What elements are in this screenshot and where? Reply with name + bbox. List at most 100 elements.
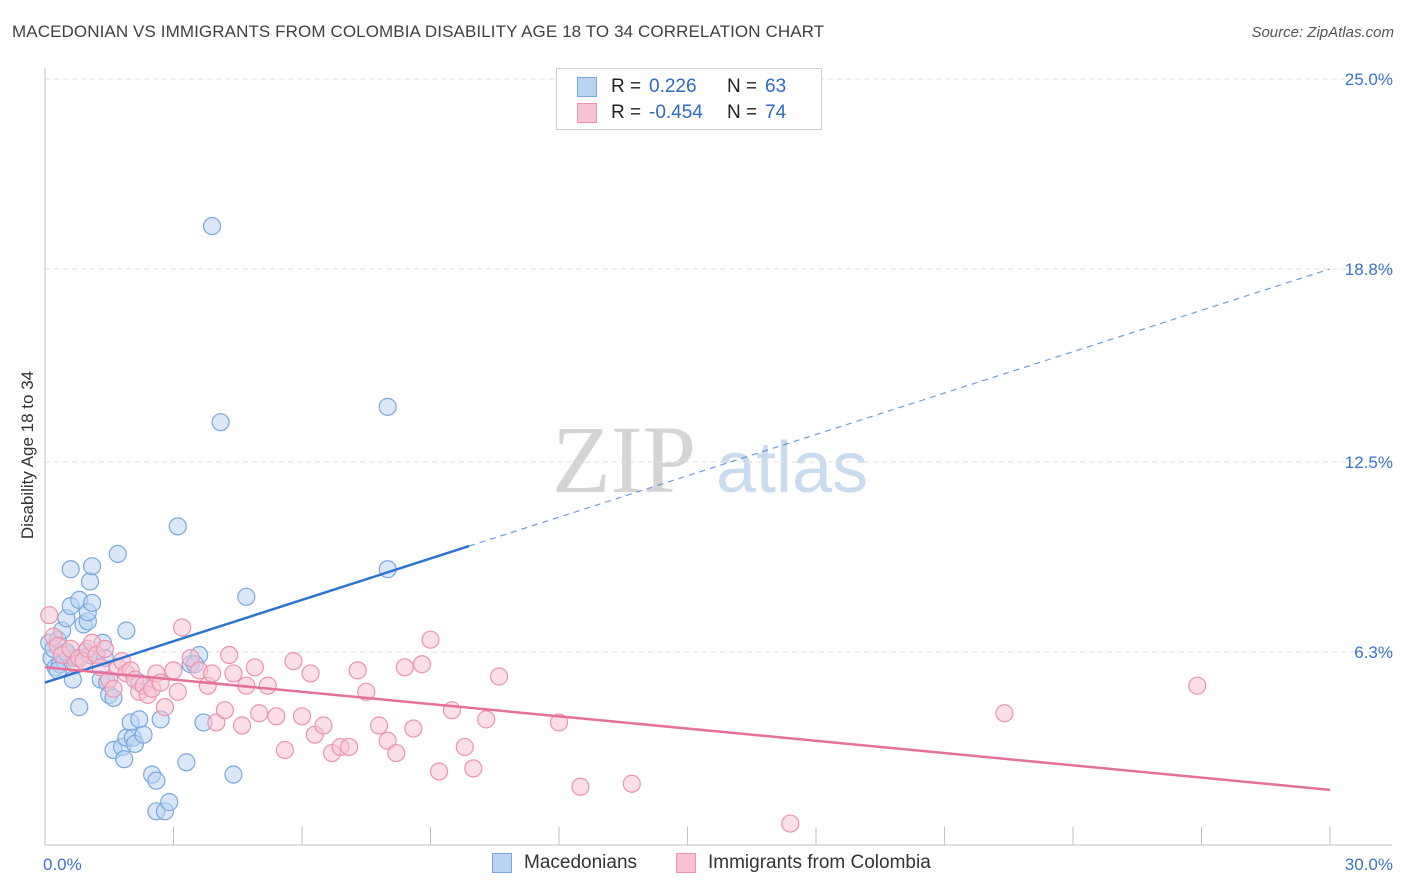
watermark-zip: ZIP — [552, 406, 696, 513]
data-point — [147, 771, 166, 790]
data-point — [237, 587, 256, 606]
data-point — [40, 606, 59, 625]
data-point — [134, 725, 153, 744]
data-point — [155, 698, 175, 717]
colombia-points — [40, 606, 1207, 833]
series-legend-colombia: Immigrants from Colombia — [676, 852, 931, 874]
data-point — [80, 572, 100, 591]
legend-r-label: R = — [611, 102, 642, 123]
data-point — [83, 557, 102, 576]
data-point — [245, 658, 264, 677]
data-point — [275, 740, 294, 760]
data-point — [455, 737, 474, 757]
data-point — [395, 658, 414, 677]
legend-row-macedonians: R = 0.226 N = 63 — [577, 74, 786, 100]
x-tick-label-1: 30.0% — [1345, 855, 1393, 874]
data-point — [70, 698, 89, 717]
legend-n-value: 63 — [765, 76, 787, 97]
data-point — [130, 710, 149, 729]
data-point — [168, 517, 187, 536]
data-point — [464, 759, 483, 778]
series-legend-macedonians: Macedonians — [492, 852, 637, 874]
data-point — [224, 664, 243, 683]
data-point — [202, 216, 222, 236]
y-tick-label-2: 18.8% — [1345, 260, 1393, 279]
data-point — [571, 777, 590, 796]
data-point — [117, 621, 136, 640]
series-swatch-pink — [676, 853, 696, 873]
data-point — [267, 707, 286, 726]
data-point — [258, 676, 277, 695]
data-point — [404, 719, 423, 738]
macedonians-trend-line — [44, 544, 470, 684]
watermark-atlas: atlas — [716, 428, 868, 508]
colombia-trend-line — [44, 666, 1331, 792]
legend-r-value: 0.226 — [649, 76, 697, 97]
legend-r-value: -0.454 — [649, 102, 703, 123]
chart-source: Source: ZipAtlas.com — [1251, 24, 1394, 41]
data-point — [314, 716, 333, 735]
data-point — [357, 682, 376, 701]
data-point — [1188, 676, 1207, 695]
legend-r-label: R = — [611, 76, 642, 97]
data-point — [224, 765, 243, 784]
data-point — [177, 753, 196, 772]
data-point — [202, 664, 222, 683]
data-point — [301, 664, 320, 683]
data-point — [284, 652, 303, 671]
data-point — [250, 704, 269, 723]
x-tick-label-0: 0.0% — [43, 855, 82, 874]
correlation-legend: R = 0.226 N = 63 R = -0.454 N = 74 — [556, 68, 822, 130]
data-point — [292, 707, 312, 726]
series-legend: Macedonians Immigrants from Colombia — [0, 852, 1406, 878]
series-swatch-blue — [492, 853, 512, 873]
data-point — [412, 655, 432, 674]
legend-swatch-pink — [577, 103, 597, 123]
macedonians-trend-extension — [468, 268, 1331, 547]
y-tick-label-1: 12.5% — [1345, 453, 1393, 472]
data-point — [232, 716, 252, 735]
series-legend-label: Macedonians — [524, 852, 638, 873]
data-point — [348, 661, 367, 680]
data-point — [370, 716, 389, 735]
y-tick-label-3: 25.0% — [1345, 70, 1393, 89]
data-point — [340, 737, 359, 757]
data-point — [172, 618, 192, 637]
gridlines — [45, 78, 1392, 653]
data-point — [477, 710, 496, 729]
watermark: ZIP atlas — [552, 406, 868, 513]
y-tick-labels: 6.3% 12.5% 18.8% 25.0% — [1345, 70, 1393, 662]
data-point — [168, 682, 187, 701]
data-point — [164, 661, 183, 680]
data-point — [215, 701, 234, 720]
legend-n-value: 74 — [765, 102, 787, 123]
y-tick-label-0: 6.3% — [1354, 643, 1393, 662]
data-point — [104, 679, 123, 698]
trend-lines — [44, 268, 1331, 792]
data-point — [995, 704, 1014, 723]
data-point — [83, 593, 102, 613]
data-point — [549, 713, 569, 732]
legend-n-label: N = — [727, 102, 758, 123]
data-point — [421, 630, 440, 649]
legend-row-colombia: R = -0.454 N = 74 — [577, 100, 786, 126]
data-point — [220, 645, 239, 665]
data-point — [429, 762, 449, 781]
data-point — [95, 639, 115, 659]
data-point — [622, 774, 641, 793]
data-point — [442, 701, 462, 720]
chart-title: MACEDONIAN VS IMMIGRANTS FROM COLOMBIA D… — [12, 22, 825, 41]
data-point — [108, 544, 127, 564]
data-point — [115, 750, 134, 769]
legend-n-label: N = — [727, 76, 758, 97]
data-point — [211, 413, 230, 432]
legend-swatch-blue — [577, 77, 597, 97]
data-point — [489, 667, 509, 686]
data-point — [387, 743, 406, 763]
axes — [44, 68, 1392, 846]
data-point — [61, 560, 80, 579]
data-point — [781, 814, 800, 833]
data-point — [160, 793, 179, 812]
series-legend-label: Immigrants from Colombia — [708, 852, 931, 873]
x-tick-labels: 0.0% 30.0% — [43, 855, 1393, 874]
